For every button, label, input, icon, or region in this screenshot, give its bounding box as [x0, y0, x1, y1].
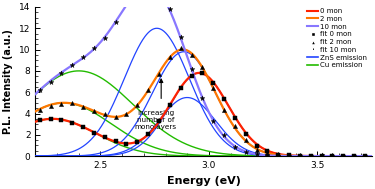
Point: [123, 113, 129, 116]
Point: [156, 72, 162, 75]
Point: [91, 109, 97, 112]
Point: [156, 120, 162, 123]
Point: [232, 125, 238, 128]
Point: [58, 71, 64, 74]
Point: [330, 153, 336, 156]
Point: [145, 89, 151, 92]
Point: [178, 36, 184, 39]
X-axis label: Energy (eV): Energy (eV): [166, 176, 240, 186]
Point: [102, 113, 108, 116]
Point: [286, 154, 292, 157]
Point: [275, 153, 281, 156]
Point: [80, 106, 86, 109]
Point: [112, 139, 118, 142]
Point: [319, 155, 325, 158]
Point: [123, 3, 129, 6]
Point: [167, 103, 173, 106]
Point: [221, 97, 227, 100]
Point: [189, 53, 195, 56]
Point: [243, 150, 249, 153]
Point: [58, 102, 64, 105]
Point: [243, 139, 249, 142]
Point: [37, 108, 43, 111]
Point: [112, 21, 118, 24]
Point: [297, 154, 303, 157]
Point: [351, 154, 357, 157]
Point: [123, 142, 129, 145]
Point: [297, 155, 303, 158]
Point: [48, 117, 54, 120]
Point: [167, 8, 173, 11]
Point: [308, 155, 314, 158]
Point: [58, 118, 64, 121]
Point: [200, 71, 206, 74]
Point: [37, 119, 43, 122]
Point: [210, 86, 216, 89]
Point: [80, 56, 86, 59]
Point: [80, 126, 86, 129]
Point: [286, 154, 292, 157]
Point: [254, 144, 260, 147]
Point: [319, 154, 325, 157]
Point: [102, 136, 108, 139]
Point: [189, 74, 195, 77]
Point: [145, 133, 151, 136]
Point: [330, 155, 336, 158]
Point: [200, 96, 206, 99]
Point: [232, 145, 238, 148]
Point: [37, 88, 43, 91]
Point: [134, 141, 140, 144]
Point: [48, 104, 54, 107]
Point: [69, 64, 75, 67]
Point: [308, 155, 314, 158]
Point: [112, 116, 118, 119]
Point: [210, 82, 216, 85]
Point: [221, 134, 227, 137]
Point: [200, 65, 206, 68]
Point: [102, 37, 108, 40]
Point: [254, 152, 260, 155]
Point: [221, 109, 227, 112]
Point: [286, 155, 292, 158]
Point: [48, 80, 54, 83]
Point: [308, 155, 314, 158]
Point: [362, 155, 368, 158]
Point: [189, 68, 195, 71]
Point: [362, 155, 368, 158]
Point: [134, 104, 140, 107]
Point: [340, 155, 346, 158]
Point: [362, 155, 368, 158]
Point: [264, 151, 270, 154]
Point: [275, 153, 281, 156]
Y-axis label: P.L. Intensity (a.u.): P.L. Intensity (a.u.): [3, 29, 13, 134]
Point: [91, 132, 97, 135]
Point: [210, 119, 216, 122]
Point: [351, 154, 357, 157]
Point: [340, 155, 346, 158]
Point: [254, 148, 260, 151]
Text: Increasing
number of
monolayers: Increasing number of monolayers: [135, 110, 177, 130]
Point: [178, 87, 184, 90]
Point: [340, 155, 346, 158]
Point: [264, 154, 270, 157]
Point: [243, 132, 249, 135]
Point: [91, 46, 97, 50]
Point: [69, 122, 75, 125]
Point: [167, 56, 173, 59]
Point: [69, 101, 75, 104]
Point: [275, 154, 281, 157]
Point: [330, 154, 336, 157]
Point: [319, 154, 325, 157]
Point: [351, 154, 357, 157]
Point: [178, 47, 184, 50]
Legend: 0 mon, 2 mon, 10 mon, fit 0 mon, fit 2 mon, fit 10 mon, ZnS emission, Cu emissio: 0 mon, 2 mon, 10 mon, fit 0 mon, fit 2 m…: [306, 7, 368, 69]
Point: [297, 154, 303, 157]
Point: [264, 149, 270, 152]
Point: [232, 117, 238, 120]
